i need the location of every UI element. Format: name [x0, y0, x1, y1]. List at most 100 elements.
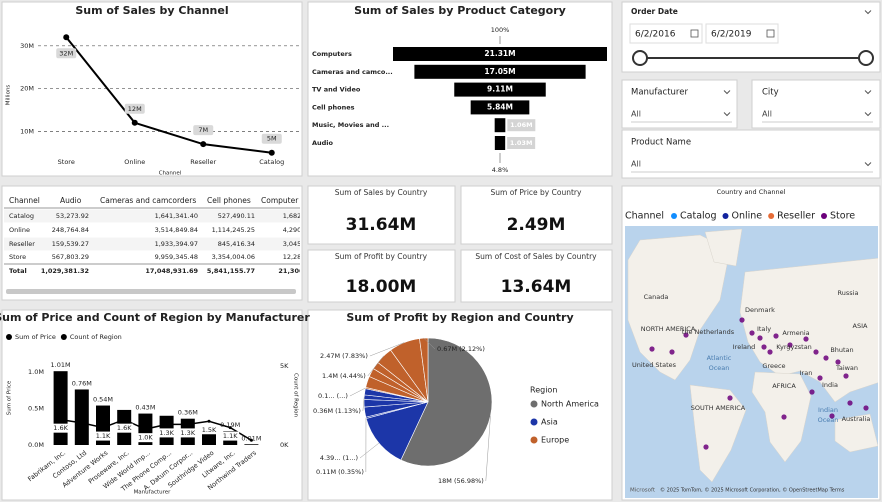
data-label: 7M — [198, 126, 208, 134]
date-input[interactable] — [629, 23, 703, 44]
legend-title: Channel — [625, 211, 664, 222]
map-label: Kyrgyzstan — [776, 343, 812, 351]
legend-marker — [671, 213, 678, 219]
point — [249, 438, 253, 442]
chevron[interactable] — [864, 162, 872, 167]
chevron[interactable] — [864, 10, 872, 15]
slicer-value[interactable]: All — [762, 110, 772, 119]
date-input[interactable] — [705, 23, 779, 44]
slicer-value[interactable]: All — [631, 160, 641, 169]
pie-slice — [400, 337, 493, 467]
bar — [53, 371, 68, 445]
map-label: India — [822, 381, 838, 389]
card-value: 18.00M — [346, 277, 417, 297]
table-cell: Store — [9, 253, 26, 261]
land — [834, 413, 878, 453]
table-cell: 248,764.84 — [52, 226, 89, 234]
legend-label: Online — [732, 211, 763, 222]
label-box — [94, 431, 112, 441]
column-header: Cameras and camcorders — [100, 196, 196, 205]
y-axis-label: Millions — [6, 85, 12, 106]
map-brand: Microsoft — [630, 488, 656, 494]
row-band — [4, 237, 300, 251]
y-tick-label: 30M — [20, 42, 34, 50]
card-value: 31.64M — [346, 215, 417, 235]
map-bubble — [847, 400, 853, 406]
leader-line — [349, 387, 366, 397]
data-label: 1.4M (4.44%) — [322, 372, 366, 380]
data-label: 1.06M — [510, 121, 533, 129]
data-label: 1.0K — [138, 434, 153, 442]
pie-slice — [365, 401, 429, 461]
data-label: 0.36M — [178, 409, 198, 417]
leader-line — [359, 442, 380, 459]
point — [143, 427, 147, 431]
map-bubble — [761, 344, 767, 350]
map-bubble — [781, 414, 787, 420]
legend-label: Count of Region — [70, 333, 122, 341]
data-label: 1.5K — [202, 426, 217, 434]
panel — [1, 309, 303, 501]
map-bubble — [703, 444, 709, 450]
map-bubble — [787, 342, 793, 348]
legend-label: North America — [541, 400, 599, 409]
label-box — [115, 423, 134, 433]
leader-line — [485, 415, 491, 482]
table-cell: Reseller — [9, 240, 35, 248]
map-bubble — [843, 373, 849, 379]
table-cell: 845,416.34 — [218, 240, 255, 248]
chevron[interactable] — [864, 112, 872, 117]
leader-line — [362, 397, 365, 412]
map-bubble — [835, 359, 841, 365]
map-label: Iran — [800, 369, 813, 377]
chart-title: Sum of Profit by Region and Country — [346, 311, 573, 324]
map-label: NORTH AMERICA — [641, 325, 696, 333]
map-bubble — [803, 336, 809, 342]
map-bubble — [739, 317, 745, 323]
data-label: 2.47M (7.83%) — [320, 352, 368, 360]
table-cell: 1,029,381.32 — [41, 267, 89, 275]
table-cell: 1,114,245.25 — [212, 226, 255, 234]
category-label: Audio — [312, 139, 334, 147]
data-label: 18M (56.98%) — [438, 477, 484, 485]
card-value: 2.49M — [507, 215, 566, 235]
slicer-title: Order Date — [631, 7, 678, 16]
point — [186, 422, 190, 426]
card-label: Sum of Profit by Country — [335, 252, 428, 261]
point — [101, 426, 105, 430]
map-bubble — [727, 395, 733, 401]
panel — [621, 79, 738, 129]
map-label: Ocean — [709, 364, 730, 372]
slider-handle[interactable] — [632, 50, 648, 66]
slider-handle[interactable] — [858, 50, 874, 66]
data-label: 4.39... (1...) — [320, 454, 358, 462]
point — [131, 119, 138, 126]
label-box — [136, 433, 155, 443]
data-label: 1.01M — [51, 361, 71, 369]
slicer-value[interactable]: All — [631, 110, 641, 119]
map-label: Atlantic — [707, 354, 732, 362]
chevron[interactable] — [723, 112, 731, 117]
map-attribution: © 2025 TomTom, © 2025 Microsoft Corporat… — [660, 487, 845, 494]
point — [165, 422, 169, 426]
map-label: Ireland — [733, 343, 755, 351]
legend-marker — [768, 213, 775, 219]
table: Channel Audio Cameras and camcorders Cell p… — [4, 196, 322, 275]
legend-label: Reseller — [777, 211, 815, 222]
chevron[interactable] — [864, 90, 872, 95]
card-label: Sum of Price by Country — [491, 188, 582, 197]
card-value: 13.64M — [501, 277, 572, 297]
data-label: 0.01M — [241, 434, 261, 442]
map-label: ASIA — [853, 322, 868, 330]
legend-label: Store — [830, 211, 855, 222]
y-tick-label: 0.0M — [28, 441, 44, 449]
chart-title: Sum of Sales by Channel — [75, 4, 228, 17]
point — [207, 419, 211, 423]
panel — [307, 309, 613, 501]
x-tick-label: Online — [124, 158, 145, 166]
data-label: 1.3K — [180, 429, 195, 437]
x-tick-label: Catalog — [259, 158, 284, 166]
legend-marker — [530, 436, 538, 444]
table-cell: 1,682,875.5 — [283, 212, 322, 220]
chevron[interactable] — [723, 90, 731, 95]
